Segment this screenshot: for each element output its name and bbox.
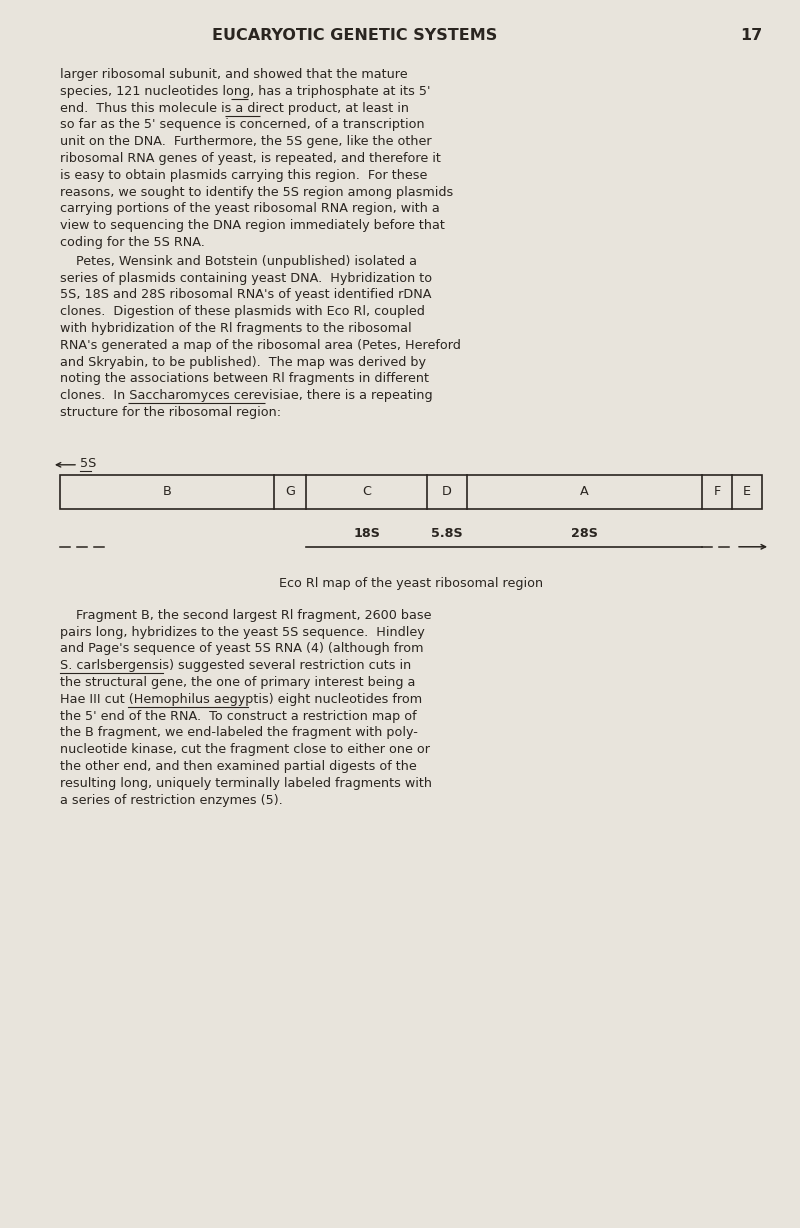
Text: E: E	[743, 485, 751, 499]
Text: species, 121 nucleotides long, has a triphosphate at its 5': species, 121 nucleotides long, has a tri…	[60, 85, 430, 98]
Text: 18S: 18S	[354, 527, 380, 540]
Text: A: A	[580, 485, 589, 499]
Text: clones.  In Saccharomyces cerevisiae, there is a repeating: clones. In Saccharomyces cerevisiae, the…	[60, 389, 433, 403]
Text: clones.  Digestion of these plasmids with Eco Rl, coupled: clones. Digestion of these plasmids with…	[60, 306, 425, 318]
Text: the B fragment, we end-labeled the fragment with poly-: the B fragment, we end-labeled the fragm…	[60, 727, 418, 739]
Text: carrying portions of the yeast ribosomal RNA region, with a: carrying portions of the yeast ribosomal…	[60, 203, 440, 215]
Text: 28S: 28S	[571, 527, 598, 540]
Text: reasons, we sought to identify the 5S region among plasmids: reasons, we sought to identify the 5S re…	[60, 185, 454, 199]
Text: the other end, and then examined partial digests of the: the other end, and then examined partial…	[60, 760, 417, 772]
Text: 17: 17	[740, 28, 762, 43]
Text: with hybridization of the Rl fragments to the ribosomal: with hybridization of the Rl fragments t…	[60, 322, 412, 335]
Text: the structural gene, the one of primary interest being a: the structural gene, the one of primary …	[60, 675, 415, 689]
Text: the 5' end of the RNA.  To construct a restriction map of: the 5' end of the RNA. To construct a re…	[60, 710, 417, 722]
Text: is easy to obtain plasmids carrying this region.  For these: is easy to obtain plasmids carrying this…	[60, 168, 427, 182]
Text: B: B	[162, 485, 171, 499]
Text: Petes, Wensink and Botstein (unpublished) isolated a: Petes, Wensink and Botstein (unpublished…	[60, 254, 417, 268]
Text: 5S, 18S and 28S ribosomal RNA's of yeast identified rDNA: 5S, 18S and 28S ribosomal RNA's of yeast…	[60, 289, 431, 301]
Text: a series of restriction enzymes (5).: a series of restriction enzymes (5).	[60, 793, 282, 807]
Text: S. carlsbergensis) suggested several restriction cuts in: S. carlsbergensis) suggested several res…	[60, 659, 411, 672]
Text: larger ribosomal subunit, and showed that the mature: larger ribosomal subunit, and showed tha…	[60, 68, 408, 81]
Text: C: C	[362, 485, 371, 499]
Text: resulting long, uniquely terminally labeled fragments with: resulting long, uniquely terminally labe…	[60, 777, 432, 790]
Text: pairs long, hybridizes to the yeast 5S sequence.  Hindley: pairs long, hybridizes to the yeast 5S s…	[60, 625, 425, 639]
Text: D: D	[442, 485, 452, 499]
Text: coding for the 5S RNA.: coding for the 5S RNA.	[60, 236, 205, 249]
Text: Eco Rl map of the yeast ribosomal region: Eco Rl map of the yeast ribosomal region	[279, 577, 543, 589]
Text: ribosomal RNA genes of yeast, is repeated, and therefore it: ribosomal RNA genes of yeast, is repeate…	[60, 152, 441, 165]
Text: series of plasmids containing yeast DNA.  Hybridization to: series of plasmids containing yeast DNA.…	[60, 271, 432, 285]
Text: and Skryabin, to be published).  The map was derived by: and Skryabin, to be published). The map …	[60, 356, 426, 368]
Text: Hae III cut (Hemophilus aegyptis) eight nucleotides from: Hae III cut (Hemophilus aegyptis) eight …	[60, 693, 422, 706]
Text: EUCARYOTIC GENETIC SYSTEMS: EUCARYOTIC GENETIC SYSTEMS	[212, 28, 498, 43]
Text: 5.8S: 5.8S	[431, 527, 463, 540]
Text: Fragment B, the second largest Rl fragment, 2600 base: Fragment B, the second largest Rl fragme…	[60, 609, 431, 621]
Text: and Page's sequence of yeast 5S RNA (4) (although from: and Page's sequence of yeast 5S RNA (4) …	[60, 642, 423, 656]
Text: structure for the ribosomal region:: structure for the ribosomal region:	[60, 406, 281, 419]
Text: F: F	[714, 485, 721, 499]
Text: end.  Thus this molecule is a direct product, at least in: end. Thus this molecule is a direct prod…	[60, 102, 409, 114]
Text: nucleotide kinase, cut the fragment close to either one or: nucleotide kinase, cut the fragment clos…	[60, 743, 430, 756]
Text: G: G	[285, 485, 295, 499]
Text: RNA's generated a map of the ribosomal area (Petes, Hereford: RNA's generated a map of the ribosomal a…	[60, 339, 461, 351]
Text: view to sequencing the DNA region immediately before that: view to sequencing the DNA region immedi…	[60, 220, 445, 232]
Text: noting the associations between Rl fragments in different: noting the associations between Rl fragm…	[60, 372, 429, 386]
Bar	[60, 475, 762, 508]
Text: unit on the DNA.  Furthermore, the 5S gene, like the other: unit on the DNA. Furthermore, the 5S gen…	[60, 135, 432, 149]
Text: so far as the 5' sequence is concerned, of a transcription: so far as the 5' sequence is concerned, …	[60, 118, 425, 131]
Text: 5S: 5S	[80, 457, 96, 470]
